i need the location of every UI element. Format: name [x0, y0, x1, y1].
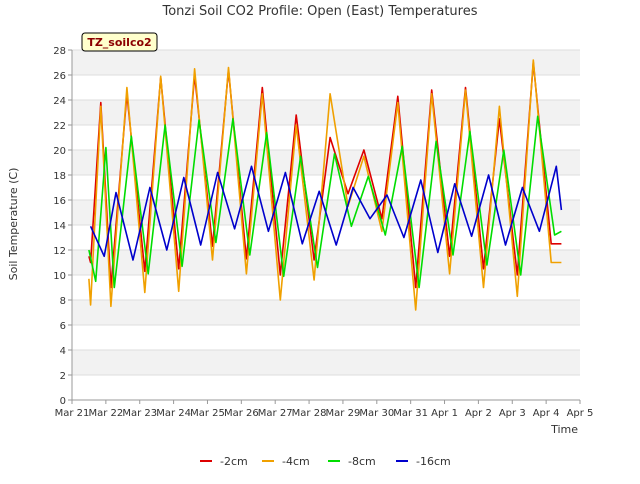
x-tick-label: Mar 22	[88, 408, 123, 419]
x-tick-label: Mar 29	[326, 408, 361, 419]
y-tick-label: 2	[60, 371, 66, 382]
y-tick-label: 24	[53, 96, 66, 107]
x-tick-label: Mar 26	[224, 408, 259, 419]
series-line-4cm	[88, 59, 562, 311]
y-tick-label: 20	[53, 146, 66, 157]
x-tick-label: Mar 24	[156, 408, 191, 419]
x-tick-label: Apr 1	[431, 408, 458, 419]
site-label-box: TZ_soilco2	[81, 32, 158, 52]
legend-label: -2cm	[220, 455, 248, 468]
x-tick-label: Mar 31	[393, 408, 428, 419]
chart-title: Tonzi Soil CO2 Profile: Open (East) Temp…	[161, 4, 477, 19]
series-layer	[88, 59, 563, 311]
y-tick-label: 8	[60, 296, 66, 307]
x-tick-label: Mar 25	[190, 408, 225, 419]
y-tick-label: 28	[53, 46, 66, 57]
y-axis-label: Soil Temperature (C)	[7, 168, 20, 281]
y-tick-label: 16	[53, 196, 66, 207]
grid-band	[72, 350, 580, 375]
y-tick-label: 6	[60, 321, 66, 332]
series-line-2cm	[88, 61, 562, 289]
x-tick-label: Apr 2	[465, 408, 492, 419]
y-tick-label: 12	[53, 246, 66, 257]
series-line-8cm	[88, 115, 562, 289]
x-tick-label: Mar 21	[55, 408, 90, 419]
legend-label: -4cm	[282, 455, 310, 468]
series-line-16cm	[89, 165, 563, 261]
y-tick-label: 0	[60, 396, 66, 407]
grid-band	[72, 250, 580, 275]
legend-label: -8cm	[348, 455, 376, 468]
x-tick-label: Mar 30	[359, 408, 394, 419]
legend: -2cm -4cm -8cm -16cm	[200, 455, 451, 468]
legend-label: -16cm	[416, 455, 451, 468]
site-label: TZ_soilco2	[87, 36, 151, 49]
grid-band	[72, 300, 580, 325]
x-tick-label: Apr 5	[567, 408, 594, 419]
x-axis-label: Time	[550, 423, 578, 436]
x-tick-label: Apr 4	[533, 408, 560, 419]
y-tick-label: 4	[60, 346, 66, 357]
x-tick-label: Mar 27	[258, 408, 293, 419]
y-tick-label: 18	[53, 171, 66, 182]
y-tick-label: 10	[53, 271, 66, 282]
grid-band	[72, 100, 580, 125]
y-tick-label: 26	[53, 71, 66, 82]
x-tick-label: Mar 23	[122, 408, 157, 419]
x-tick-label: Mar 28	[292, 408, 327, 419]
y-tick-label: 14	[53, 221, 66, 232]
grid-band	[72, 50, 580, 75]
y-tick-label: 22	[53, 121, 66, 132]
x-axis: Mar 21 Mar 22 Mar 23 Mar 24 Mar 25 Mar 26 Mar …	[55, 399, 594, 419]
x-tick-label: Apr 3	[499, 408, 526, 419]
